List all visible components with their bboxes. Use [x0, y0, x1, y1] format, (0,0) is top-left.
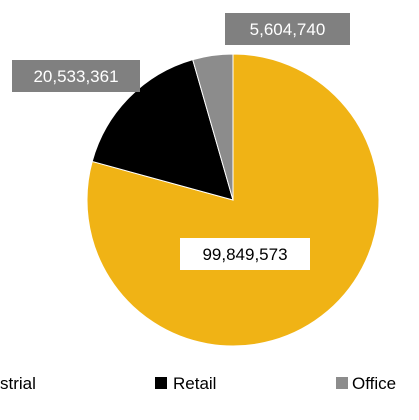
- data-label-industrial: 99,849,573: [202, 245, 287, 264]
- data-labels: 99,849,573 20,533,361 5,604,740: [12, 13, 350, 270]
- data-label-retail-box: [12, 60, 140, 92]
- pie-slices: [86, 53, 380, 347]
- legend-swatch-office: [336, 377, 348, 389]
- legend-label-retail: Retail: [173, 374, 216, 393]
- legend-label-industrial: strial: [0, 374, 36, 393]
- data-label-industrial-box: [180, 238, 310, 270]
- legend-swatch-retail: [155, 377, 167, 389]
- pie-slice-office: [192, 53, 234, 201]
- pie-slice-retail: [91, 59, 234, 201]
- data-label-office-box: [225, 13, 350, 45]
- legend-label-office: Office: [352, 374, 396, 393]
- data-label-office: 5,604,740: [250, 20, 326, 39]
- data-label-retail: 20,533,361: [33, 67, 118, 86]
- legend: strial Retail Office: [0, 374, 396, 393]
